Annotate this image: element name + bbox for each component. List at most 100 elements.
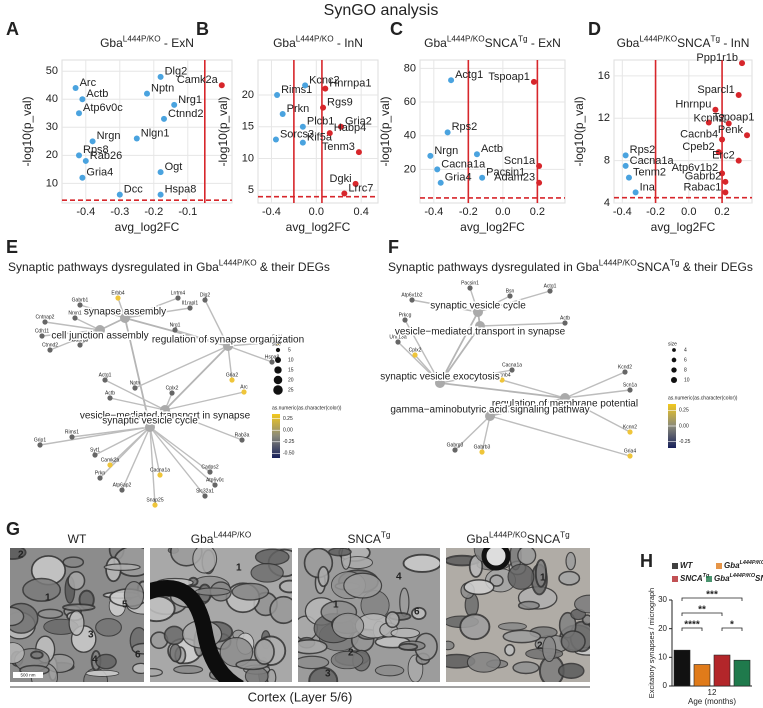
gene-point xyxy=(722,189,729,196)
gene-node xyxy=(509,367,515,373)
gene-label: Rims1 xyxy=(65,429,79,435)
chart-title-part: L444P/KO xyxy=(447,35,485,44)
gene-point xyxy=(622,162,629,169)
panel-letter: E xyxy=(6,237,18,257)
pathway-node xyxy=(223,341,233,351)
panel-letter: C xyxy=(390,19,403,39)
membrane xyxy=(10,548,27,560)
membrane xyxy=(402,553,440,573)
membrane xyxy=(169,643,182,663)
micrograph-label-part: WT xyxy=(68,532,87,546)
plot-area xyxy=(419,59,566,204)
x-tick-label: -0.4 xyxy=(613,206,632,218)
colorbar-label: -0.25 xyxy=(679,439,691,445)
membrane xyxy=(374,664,405,677)
size-key xyxy=(671,367,677,373)
region-number: 1 xyxy=(45,593,51,604)
pathway-label: vesicle−mediated transport in synapse xyxy=(80,411,251,422)
membrane xyxy=(254,548,290,566)
gene-label: Rps8 xyxy=(83,144,109,156)
gene-node xyxy=(172,327,178,333)
y-axis-label: -log10(p_val) xyxy=(216,96,230,166)
y-tick-label: 40 xyxy=(404,130,416,142)
gene-label: Gabrb3 xyxy=(72,337,89,343)
network-edge xyxy=(124,317,151,428)
network-edge xyxy=(149,426,216,486)
bar xyxy=(713,654,731,687)
gene-node xyxy=(77,302,83,308)
region-number: 3 xyxy=(88,630,94,641)
region-number: 1 xyxy=(236,563,242,574)
gene-label: Ppp1r1b xyxy=(696,52,738,64)
pathway-label: synaptic vesicle exocytosis xyxy=(380,372,500,383)
colorbar-label: 0.00 xyxy=(283,428,293,434)
y-axis-label: -log10(p_val) xyxy=(378,96,392,166)
network-edge xyxy=(479,322,566,327)
legend-label: GbaL444P/KOSNCATg xyxy=(714,573,763,583)
gene-point xyxy=(434,166,441,173)
gene-point xyxy=(744,132,751,139)
x-tick-label: -0.4 xyxy=(262,206,281,218)
micrograph-label-part: L444P/KO xyxy=(489,531,527,540)
y-tick-label: 8 xyxy=(604,155,610,167)
network-edge xyxy=(481,415,491,453)
network-edge xyxy=(564,389,631,399)
size-label: 6 xyxy=(684,357,687,363)
region-number: 1 xyxy=(540,573,546,584)
network-title: Synaptic pathways dysregulated in GbaL44… xyxy=(388,259,753,275)
membrane xyxy=(507,563,535,590)
gene-point xyxy=(157,73,164,80)
gene-label: Actb xyxy=(105,390,115,396)
legend-label: WT xyxy=(680,561,694,570)
network-edge xyxy=(404,319,441,384)
gene-label: Tenm2 xyxy=(633,166,666,178)
membrane xyxy=(560,630,586,653)
gene-node xyxy=(47,347,53,353)
region-number: 3 xyxy=(325,669,331,680)
size-key xyxy=(274,366,282,374)
size-label: 8 xyxy=(684,367,687,373)
y-tick-label: 50 xyxy=(46,65,58,77)
micrograph-label-part: Tg xyxy=(381,531,391,540)
gene-node xyxy=(479,449,485,455)
membrane xyxy=(67,570,86,591)
x-tick-label: 0.2 xyxy=(714,206,729,218)
gene-node xyxy=(207,469,213,475)
chart-title-part: Tg xyxy=(710,35,720,44)
gene-node xyxy=(499,377,505,383)
y-tick-label: 30 xyxy=(46,121,58,133)
network-title-part: L444P/KO xyxy=(599,259,637,268)
legend-marker xyxy=(672,563,678,569)
gene-point xyxy=(355,149,362,156)
network-edge xyxy=(164,391,245,411)
gene-point xyxy=(719,170,726,177)
gene-label: Dlg2 xyxy=(165,66,188,78)
gene-label: Snap25 xyxy=(146,497,163,503)
pathway-node xyxy=(560,393,570,403)
gene-label: Cacnb4 xyxy=(493,372,510,378)
membrane xyxy=(542,636,557,663)
membrane xyxy=(131,642,144,655)
legend-label: SNCATg xyxy=(680,573,710,583)
y-tick-label: 4 xyxy=(604,197,610,209)
gene-label: Cdh11 xyxy=(35,328,50,334)
membrane xyxy=(194,587,231,596)
gene-node xyxy=(202,493,208,499)
gene-node xyxy=(169,390,175,396)
gene-point xyxy=(302,82,309,89)
pathway-node xyxy=(95,325,105,335)
gene-label: Nrxn1 xyxy=(68,310,82,316)
membrane xyxy=(85,669,120,677)
gene-point xyxy=(625,174,632,181)
colorbar-label: 0.25 xyxy=(283,416,293,422)
gene-label: Tspoap1 xyxy=(713,111,755,123)
x-tick-label: 0.4 xyxy=(354,206,369,218)
network-edge xyxy=(121,426,151,491)
gene-label: Cacna1a xyxy=(150,467,170,473)
y-tick-label: 10 xyxy=(46,177,58,189)
chart-title-part: - InN xyxy=(720,36,749,50)
membrane xyxy=(330,650,364,670)
gene-point xyxy=(735,157,742,164)
pathway-node xyxy=(473,307,483,317)
